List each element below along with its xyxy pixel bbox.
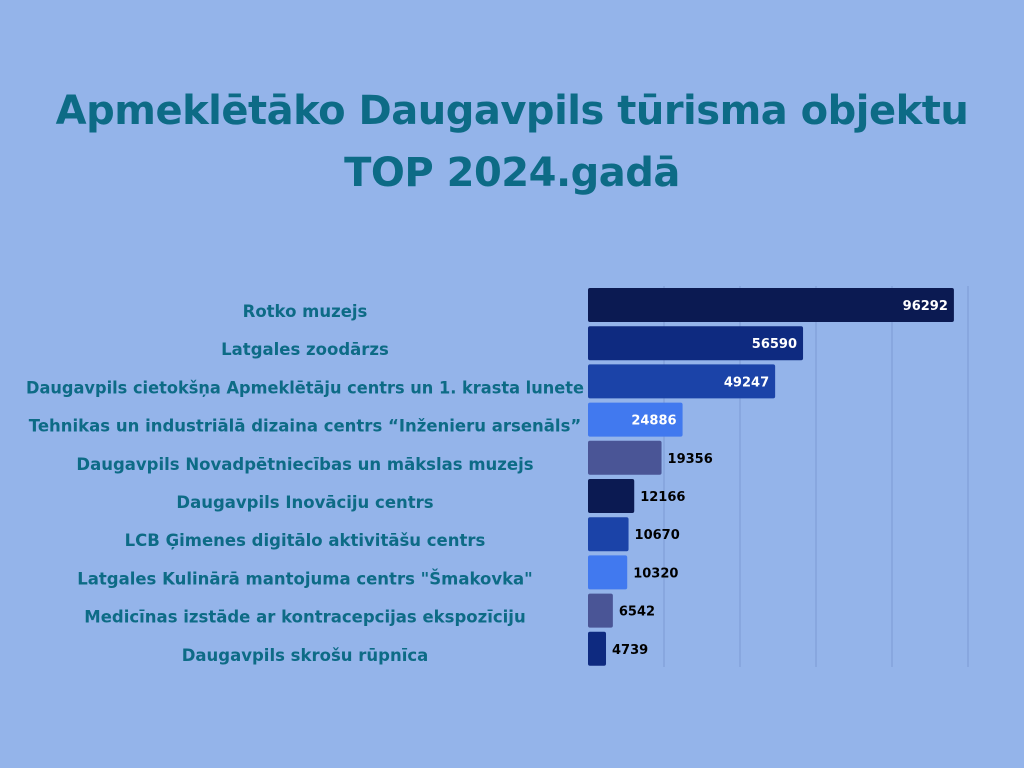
category-label: Daugavpils Inovāciju centrs <box>176 493 433 512</box>
data-label: 12166 <box>640 490 685 505</box>
data-label: 96292 <box>903 299 948 314</box>
bar <box>588 402 683 437</box>
bar <box>588 555 628 590</box>
category-label: Daugavpils cietokšņa Apmeklētāju centrs … <box>26 378 584 397</box>
category-label: Medicīnas izstāde ar kontracepcijas eksp… <box>84 608 525 627</box>
category-label: LCB Ģimenes digitālo aktivitāšu centrs <box>125 531 486 550</box>
category-label: Daugavpils Novadpētniecības un mākslas m… <box>76 455 533 474</box>
chart-title: Apmeklētāko Daugavpils tūrisma objektu T… <box>0 80 1024 204</box>
data-label: 10320 <box>633 566 678 581</box>
bar <box>588 593 613 628</box>
data-label: 24886 <box>631 414 676 429</box>
bar <box>588 364 776 399</box>
data-label: 19356 <box>668 452 713 467</box>
bar <box>588 631 607 666</box>
category-label: Rotko muzejs <box>243 302 368 321</box>
bar <box>588 517 629 552</box>
category-label: Latgales zoodārzs <box>221 340 389 359</box>
chart-title-line-2: TOP 2024.gadā <box>344 150 680 196</box>
bar <box>588 479 635 513</box>
category-label: Tehnikas un industriālā dizaina centrs “… <box>29 417 581 436</box>
data-label: 6542 <box>619 605 655 620</box>
data-label: 49247 <box>724 375 769 390</box>
bar <box>588 440 662 475</box>
category-label: Latgales Kulinārā mantojuma centrs "Šmak… <box>77 569 533 588</box>
bars <box>588 288 954 666</box>
category-labels: Rotko muzejs Latgales zoodārzs Daugavpils … <box>26 302 584 665</box>
data-label: 56590 <box>752 337 797 352</box>
bar <box>588 326 804 361</box>
bar <box>588 288 954 322</box>
data-labels: 96292 56590 49247 24886 19356 12166 10670 10320… <box>612 299 948 658</box>
chart-title-line-1: Apmeklētāko Daugavpils tūrisma objektu <box>55 88 969 134</box>
category-label: Daugavpils skrošu rūpnīca <box>182 646 429 665</box>
data-label: 10670 <box>635 528 680 543</box>
data-label: 4739 <box>612 643 648 658</box>
